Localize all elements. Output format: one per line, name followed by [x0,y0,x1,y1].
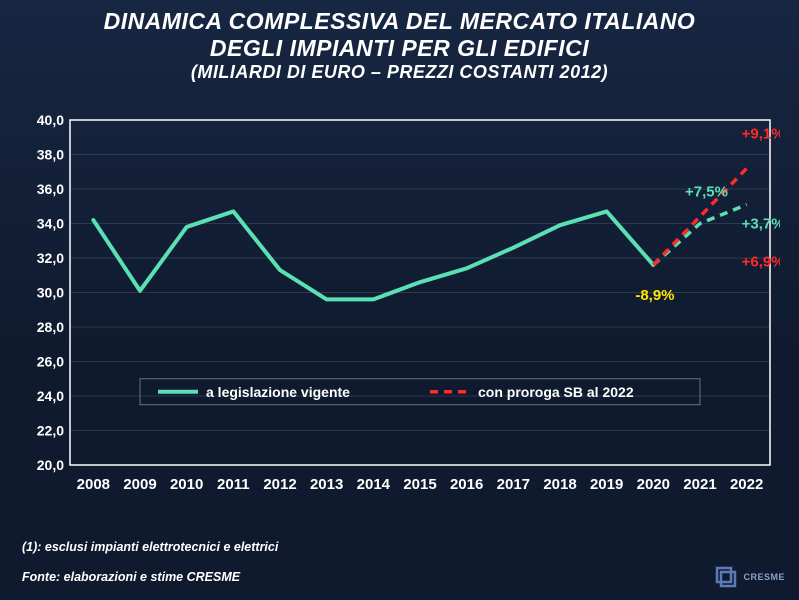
chart: 20,0 22,0 24,0 26,0 28,0 30,0 32,0 34,0 36,0 38,0… [20,110,780,510]
slide: DINAMICA COMPLESSIVA DEL MERCATO ITALIAN… [0,0,799,600]
title-line2: DEGLI IMPIANTI PER GLI EDIFICI [0,35,799,62]
subtitle: (MILIARDI DI EURO – PREZZI COSTANTI 2012… [0,62,799,83]
svg-text:+3,7%: +3,7% [742,216,780,233]
svg-text:30,0: 30,0 [37,285,64,301]
svg-text:+7,5%: +7,5% [685,183,728,200]
svg-text:26,0: 26,0 [37,354,64,370]
logo: CRESME [715,566,785,588]
svg-text:24,0: 24,0 [37,388,64,404]
svg-text:2010: 2010 [170,476,203,493]
svg-text:2012: 2012 [263,476,296,493]
svg-text:2011: 2011 [217,476,250,493]
svg-text:28,0: 28,0 [37,319,64,335]
svg-text:a legislazione vigente: a legislazione vigente [206,384,350,400]
svg-text:40,0: 40,0 [37,112,64,128]
svg-text:38,0: 38,0 [37,147,64,163]
footnote-source: Fonte: elaborazioni e stime CRESME [22,570,240,584]
svg-text:32,0: 32,0 [37,250,64,266]
svg-text:2021: 2021 [683,476,716,493]
svg-text:2020: 2020 [637,476,670,493]
svg-text:36,0: 36,0 [37,181,64,197]
svg-text:2022: 2022 [730,476,763,493]
svg-text:2008: 2008 [77,476,110,493]
svg-text:2016: 2016 [450,476,483,493]
svg-text:con proroga SB al 2022: con proroga SB al 2022 [478,384,634,400]
svg-text:20,0: 20,0 [37,457,64,473]
svg-text:+9,1%: +9,1% [742,126,780,143]
svg-text:2017: 2017 [497,476,530,493]
title-line1: DINAMICA COMPLESSIVA DEL MERCATO ITALIAN… [0,8,799,35]
svg-text:2013: 2013 [310,476,343,493]
footnote-1: (1): esclusi impianti elettrotecnici e e… [22,540,278,554]
logo-icon [715,566,737,588]
svg-text:-8,9%: -8,9% [635,287,674,304]
svg-text:2015: 2015 [403,476,436,493]
svg-text:2014: 2014 [357,476,391,493]
title-block: DINAMICA COMPLESSIVA DEL MERCATO ITALIAN… [0,0,799,83]
svg-text:+6,9%: +6,9% [742,254,780,271]
svg-text:22,0: 22,0 [37,423,64,439]
svg-text:2019: 2019 [590,476,623,493]
logo-text: CRESME [743,572,785,582]
svg-text:34,0: 34,0 [37,216,64,232]
svg-text:2018: 2018 [543,476,576,493]
chart-svg: 20,0 22,0 24,0 26,0 28,0 30,0 32,0 34,0 36,0 38,0… [20,110,780,510]
svg-text:2009: 2009 [123,476,156,493]
